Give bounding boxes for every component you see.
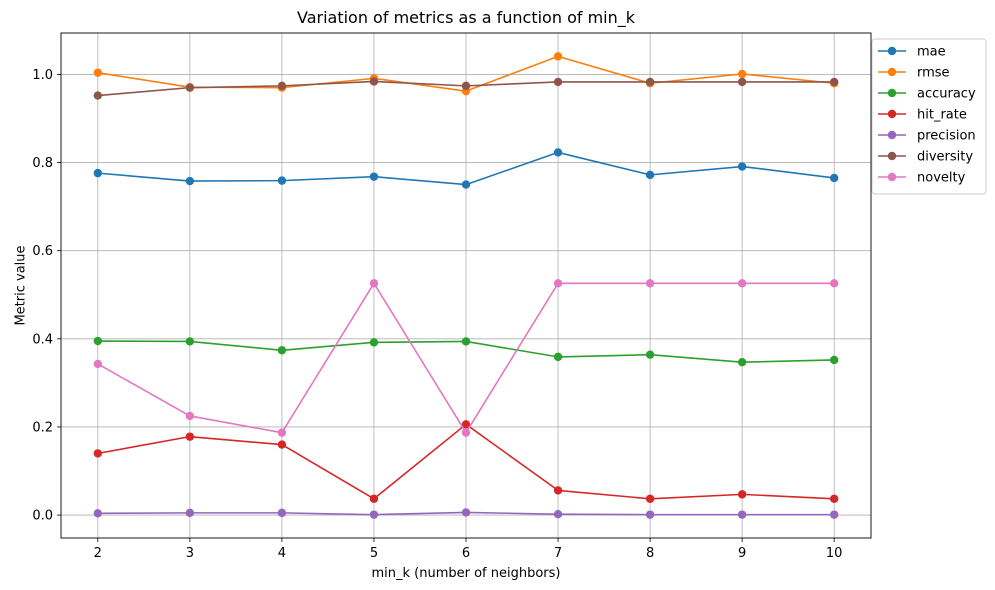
legend-marker-precision [887, 130, 897, 140]
data-point-novelty [737, 279, 747, 288]
data-point-accuracy [93, 336, 103, 346]
x-tick-label: 5 [370, 546, 378, 561]
y-tick-label: 1.0 [32, 68, 53, 83]
y-axis-title: Metric value [14, 245, 29, 325]
data-point-precision [553, 510, 563, 519]
data-point-hit-rate [645, 494, 655, 503]
data-point-accuracy [369, 338, 379, 347]
x-tick-label: 8 [646, 546, 654, 561]
axes: 2 3 4 5 6 7 8 9 10 0.0 0.2 0.4 0.6 0.8 1.0 [32, 32, 872, 561]
data-point-diversity [461, 81, 471, 91]
legend-label-hit-rate: hit_rate [917, 108, 967, 123]
data-point-mae [369, 172, 379, 181]
data-point-novelty [369, 279, 379, 288]
data-point-mae [737, 162, 747, 171]
data-point-hit-rate [185, 432, 195, 441]
data-point-mae [461, 180, 471, 189]
x-tick-label: 2 [94, 546, 102, 561]
data-point-rmse [93, 68, 103, 77]
data-point-hit-rate [369, 494, 379, 503]
data-point-accuracy [277, 346, 287, 355]
legend-label-mae: mae [917, 45, 946, 60]
data-point-accuracy [461, 337, 471, 346]
data-point-diversity [553, 77, 563, 87]
data-point-precision [461, 508, 471, 517]
data-point-hit-rate [737, 490, 747, 499]
legend-marker-mae [887, 46, 897, 56]
data-point-mae [553, 148, 563, 157]
data-point-accuracy [829, 355, 839, 365]
data-point-diversity [645, 77, 655, 87]
data-point-mae [277, 176, 287, 185]
legend-marker-accuracy [887, 88, 897, 98]
data-point-hit-rate [93, 449, 103, 458]
legend-label-diversity: diversity [917, 150, 973, 165]
data-point-diversity [829, 77, 839, 87]
data-point-novelty [185, 411, 195, 421]
legend-label-novelty: novelty [917, 171, 966, 186]
legend-label-rmse: rmse [917, 66, 950, 81]
data-point-accuracy [737, 357, 747, 367]
x-tick-label: 7 [554, 546, 562, 561]
legend-marker-rmse [887, 67, 897, 77]
x-tick-label: 9 [738, 546, 746, 561]
data-point-diversity [93, 91, 103, 100]
data-point-novelty [645, 279, 655, 288]
legend-label-accuracy: accuracy [917, 87, 976, 102]
data-point-diversity [185, 83, 195, 92]
y-tick-label: 0.2 [32, 420, 53, 435]
data-point-precision [645, 510, 655, 519]
data-point-rmse [737, 69, 747, 79]
y-tick-label: 0.8 [32, 156, 53, 171]
data-point-novelty [277, 428, 287, 437]
data-point-novelty [829, 279, 839, 288]
data-point-mae [93, 168, 103, 178]
chart-title: Variation of metrics as a function of mi… [297, 8, 636, 28]
data-point-hit-rate [829, 494, 839, 503]
y-tick-label: 0.4 [32, 332, 53, 347]
data-point-diversity [369, 77, 379, 86]
data-point-accuracy [185, 337, 195, 346]
data-point-accuracy [645, 350, 655, 359]
x-tick-label: 6 [462, 546, 470, 561]
data-point-mae [645, 170, 655, 180]
data-point-precision [369, 510, 379, 519]
data-point-diversity [277, 81, 287, 91]
x-tick-label: 4 [278, 546, 286, 561]
x-axis-title: min_k (number of neighbors) [371, 566, 560, 581]
legend-label-precision: precision [917, 129, 976, 144]
legend-marker-hit-rate [887, 109, 897, 119]
x-tick-label: 10 [826, 546, 843, 561]
data-point-hit-rate [461, 420, 471, 429]
data-point-hit-rate [553, 486, 563, 495]
data-point-diversity [737, 77, 747, 87]
legend: mae rmse accuracy hit_rate precision diversit… [871, 38, 987, 195]
x-tick-label: 3 [186, 546, 194, 561]
data-point-novelty [553, 279, 563, 288]
data-point-precision [829, 510, 839, 519]
legend-marker-diversity [887, 151, 897, 161]
data-point-mae [829, 173, 839, 183]
data-point-accuracy [553, 352, 563, 362]
y-tick-label: 0.0 [32, 509, 53, 524]
data-point-precision [737, 510, 747, 519]
series-group [93, 52, 839, 519]
data-point-precision [277, 508, 287, 518]
data-point-hit-rate [277, 440, 287, 449]
y-tick-label: 0.6 [32, 244, 53, 259]
data-point-rmse [553, 52, 563, 61]
data-point-precision [93, 509, 103, 518]
legend-marker-novelty [887, 172, 897, 182]
data-point-mae [185, 176, 195, 186]
data-point-precision [185, 508, 195, 518]
data-point-novelty [461, 428, 471, 437]
data-point-novelty [93, 359, 103, 369]
